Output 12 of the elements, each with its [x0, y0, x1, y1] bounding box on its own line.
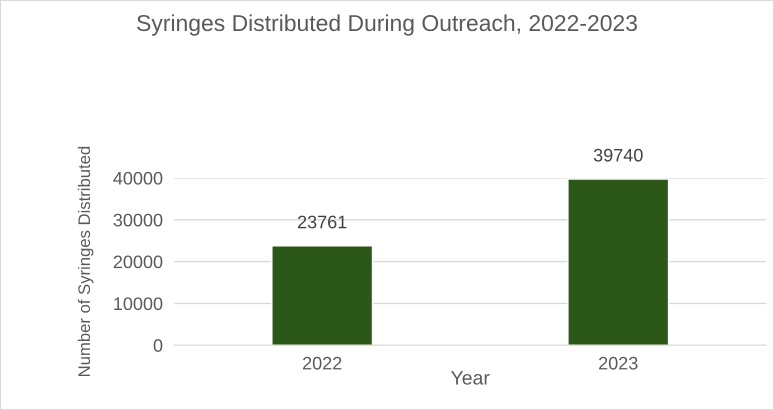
x-tick-label: 2022: [303, 356, 342, 370]
y-tick-label: 40000: [113, 172, 162, 185]
x-tick-label: 2023: [599, 356, 638, 370]
y-tick-label: 0: [154, 339, 162, 352]
y-tick-label: 30000: [114, 214, 162, 226]
chart-title: Syringes Distributed During Outreach, 2022-2023: [137, 14, 637, 36]
data-label: 23761: [298, 216, 346, 228]
y-tick-label: 20000: [114, 256, 162, 268]
y-axis-title: Number of Syringes Distributed: [78, 146, 94, 376]
data-label: 39740: [594, 148, 643, 162]
x-axis-title: Year: [450, 371, 490, 385]
y-tick-label: 10000: [114, 297, 162, 310]
